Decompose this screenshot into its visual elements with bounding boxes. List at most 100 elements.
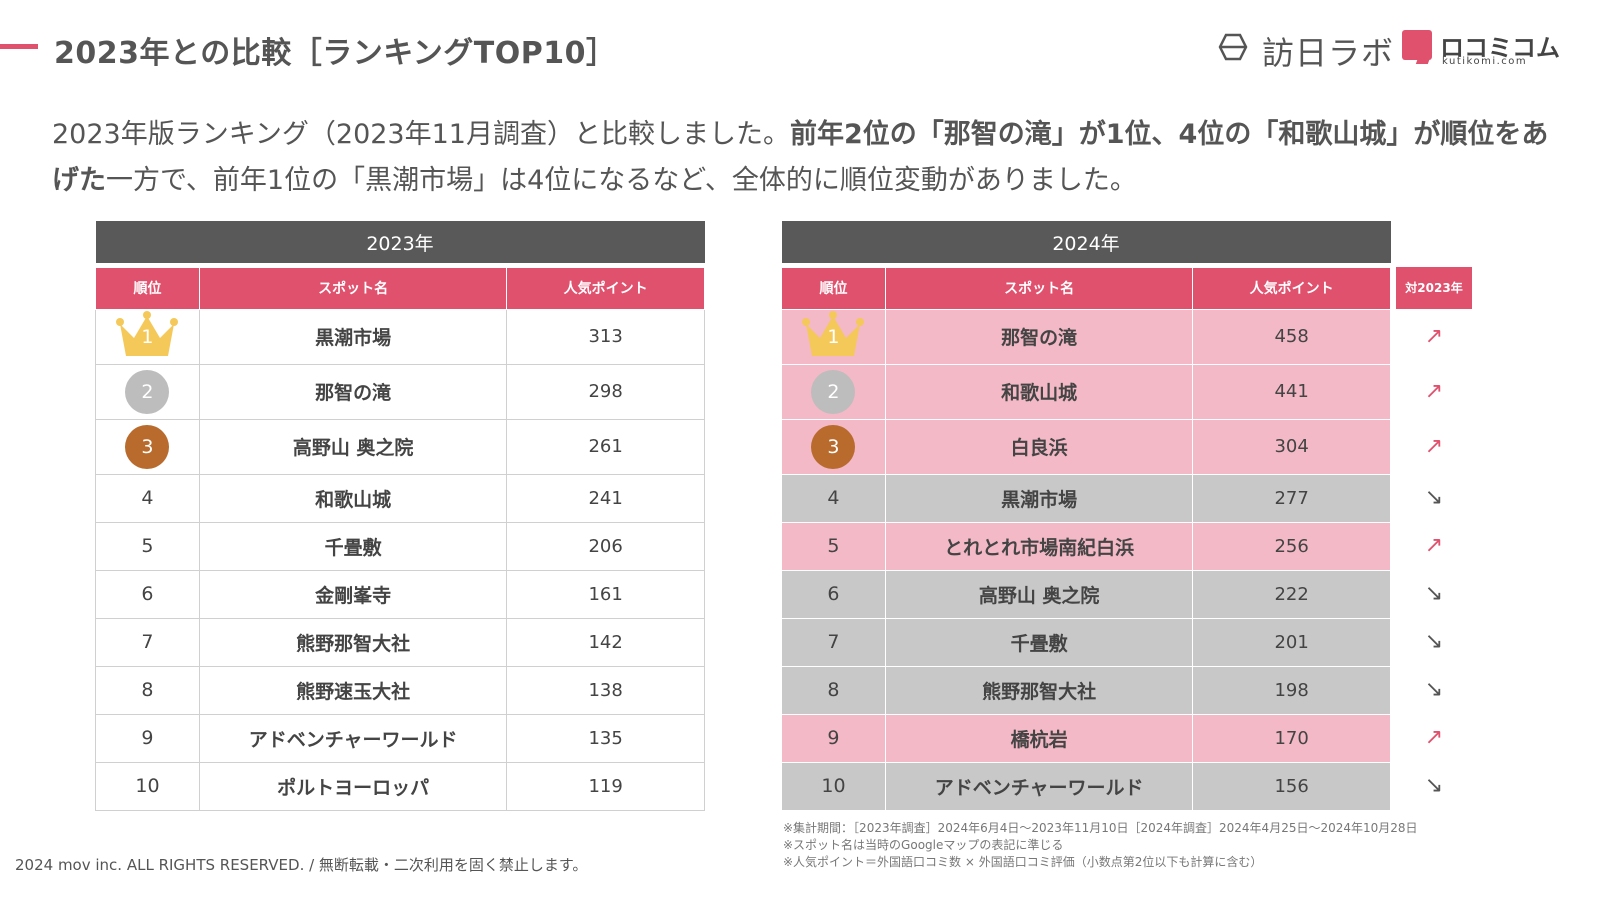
spot-name-cell: 高野山 奥之院	[884, 569, 1194, 619]
points-cell: 201	[1192, 617, 1391, 667]
copyright: 2024 mov inc. ALL RIGHTS RESERVED. / 無断転…	[15, 856, 588, 874]
table-row: 4 黒潮市場 277	[781, 473, 1391, 523]
table-row: 4 和歌山城 241	[95, 473, 705, 523]
ranking-table-2023: 2023年 順位 スポット名 人気ポイント 1 黒潮市場 313 2 那智の滝 298 3 高…	[95, 221, 705, 811]
table-row: 1 黒潮市場 313	[95, 308, 705, 365]
spot-name-cell: 千畳敷	[884, 617, 1194, 667]
rank-cell: 5	[95, 521, 200, 571]
points-cell: 142	[506, 617, 705, 667]
table-row: 8 熊野那智大社 198	[781, 665, 1391, 715]
bronze-medal-badge: 3	[811, 424, 856, 469]
trend-down-arrow-icon: ↘	[1424, 485, 1444, 510]
lead-text: 2023年版ランキング（2023年11月調査）と比較しました。	[52, 119, 790, 150]
rank-number: 1	[141, 326, 154, 348]
points-cell: 135	[506, 713, 705, 763]
table-row: 1 那智の滝 458	[781, 308, 1391, 365]
year-header-2023: 2023年	[95, 221, 705, 263]
rank-cell: 8	[781, 665, 886, 715]
points-cell: 170	[1192, 713, 1391, 763]
kuchikomi-brand-url: kutikomi.com	[1442, 56, 1528, 67]
trend-down-arrow-icon: ↘	[1424, 677, 1444, 702]
footnotes: ※集計期間：［2023年調査］2024年6月4日〜2023年11月10日［202…	[783, 820, 1418, 871]
footnote: ※集計期間：［2023年調査］2024年6月4日〜2023年11月10日［202…	[783, 821, 1418, 835]
brand-logo-icon	[1218, 33, 1248, 61]
points-cell: 156	[1192, 761, 1391, 811]
rank-cell: 3	[95, 418, 200, 475]
rank-cell: 2	[95, 363, 200, 420]
spot-name-cell: 那智の滝	[198, 363, 508, 420]
spot-name-cell: 千畳敷	[198, 521, 508, 571]
rank-cell: 7	[95, 617, 200, 667]
column-header-change: 対2023年	[1396, 267, 1472, 309]
silver-medal-badge: 2	[125, 369, 170, 414]
brand-name: 訪日ラボ	[1262, 34, 1395, 72]
table-row: 10 アドベンチャーワールド 156	[781, 761, 1391, 811]
table-row: 2 那智の滝 298	[95, 363, 705, 420]
table-row: 2 和歌山城 441	[781, 363, 1391, 420]
table-row: 6 金剛峯寺 161	[95, 569, 705, 619]
points-cell: 458	[1192, 308, 1391, 365]
points-cell: 256	[1192, 521, 1391, 571]
points-cell: 138	[506, 665, 705, 715]
table-row: 3 高野山 奥之院 261	[95, 418, 705, 475]
table-row: 6 高野山 奥之院 222	[781, 569, 1391, 619]
trend-up-arrow-icon: ↗	[1424, 434, 1444, 459]
spot-name-cell: とれとれ市場南紀白浜	[884, 521, 1194, 571]
trend-up-arrow-icon: ↗	[1424, 324, 1444, 349]
points-cell: 261	[506, 418, 705, 475]
spot-name-cell: 那智の滝	[884, 308, 1194, 365]
rank-cell: 9	[781, 713, 886, 763]
points-cell: 241	[506, 473, 705, 523]
column-header-rank: 順位	[781, 266, 886, 310]
rank-cell: 10	[95, 761, 200, 811]
spot-name-cell: 黒潮市場	[884, 473, 1194, 523]
lead-text-continued: 一方で、前年1位の「黒潮市場」は4位になるなど、全体的に順位変動がありました。	[106, 165, 1137, 196]
points-cell: 198	[1192, 665, 1391, 715]
crown-icon: 1	[114, 310, 180, 358]
column-header-points: 人気ポイント	[506, 266, 705, 310]
spot-name-cell: 熊野那智大社	[884, 665, 1194, 715]
lead-paragraph: 2023年版ランキング（2023年11月調査）と比較しました。前年2位の「那智の…	[52, 112, 1552, 204]
kuchikomi-brand-name: ロコミコム	[1440, 34, 1560, 62]
rank-cell: 8	[95, 665, 200, 715]
rank-cell: 3	[781, 418, 886, 475]
rank-cell: 1	[95, 308, 200, 365]
spot-name-cell: アドベンチャーワールド	[884, 761, 1194, 811]
spot-name-cell: 熊野那智大社	[198, 617, 508, 667]
lead-highlight: 前年2位の「那智の滝」が1位、4位の「和歌山城」が順位をあげた	[52, 119, 1549, 196]
table-row: 9 アドベンチャーワールド 135	[95, 713, 705, 763]
spot-name-cell: 和歌山城	[198, 473, 508, 523]
trend-down-arrow-icon: ↘	[1424, 581, 1444, 606]
trend-up-arrow-icon: ↗	[1424, 379, 1444, 404]
footnote: ※スポット名は当時のGoogleマップの表記に準じる	[783, 838, 1064, 852]
spot-name-cell: アドベンチャーワールド	[198, 713, 508, 763]
points-cell: 161	[506, 569, 705, 619]
rank-cell: 7	[781, 617, 886, 667]
trend-down-arrow-icon: ↘	[1424, 629, 1444, 654]
table-row: 8 熊野速玉大社 138	[95, 665, 705, 715]
crown-icon: 1	[800, 310, 866, 358]
column-header-rank: 順位	[95, 266, 200, 310]
rank-cell: 1	[781, 308, 886, 365]
spot-name-cell: 熊野速玉大社	[198, 665, 508, 715]
footnote: ※人気ポイント＝外国語口コミ数 × 外国語口コミ評価（小数点第2位以下も計算に含…	[783, 855, 1263, 869]
points-cell: 206	[506, 521, 705, 571]
spot-name-cell: 金剛峯寺	[198, 569, 508, 619]
points-cell: 277	[1192, 473, 1391, 523]
rank-cell: 5	[781, 521, 886, 571]
rank-cell: 9	[95, 713, 200, 763]
points-cell: 119	[506, 761, 705, 811]
spot-name-cell: 白良浜	[884, 418, 1194, 475]
spot-name-cell: 和歌山城	[884, 363, 1194, 420]
bronze-medal-badge: 3	[125, 424, 170, 469]
rank-cell: 4	[95, 473, 200, 523]
table-row: 5 とれとれ市場南紀白浜 256	[781, 521, 1391, 571]
rank-cell: 2	[781, 363, 886, 420]
points-cell: 441	[1192, 363, 1391, 420]
table-row: 3 白良浜 304	[781, 418, 1391, 475]
spot-name-cell: 黒潮市場	[198, 308, 508, 365]
table-row: 10 ポルトヨーロッパ 119	[95, 761, 705, 811]
table-row: 5 千畳敷 206	[95, 521, 705, 571]
spot-name-cell: 橋杭岩	[884, 713, 1194, 763]
table-row: 7 千畳敷 201	[781, 617, 1391, 667]
